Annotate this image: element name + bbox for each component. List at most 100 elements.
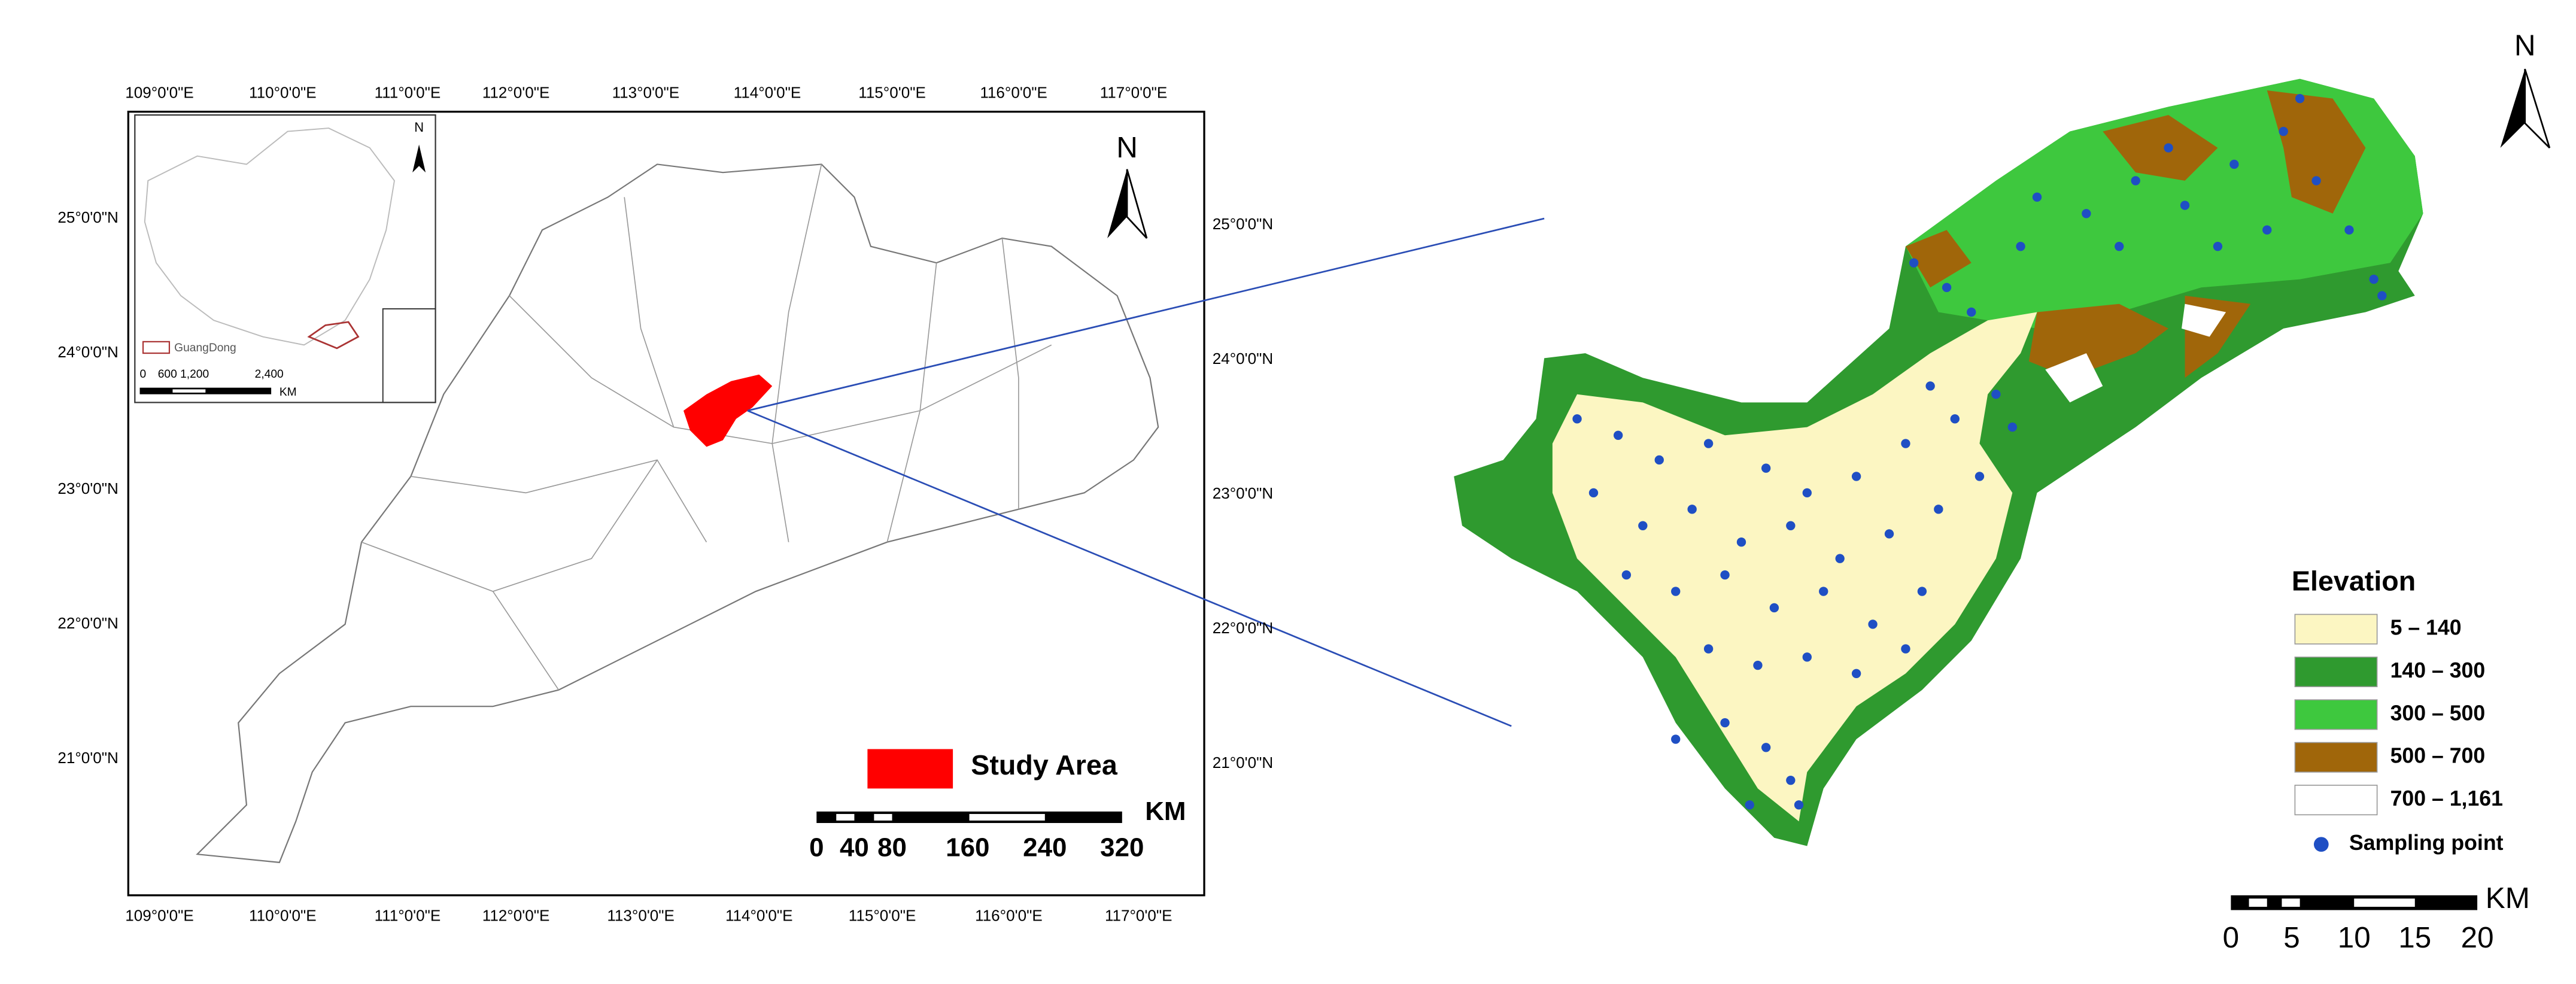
legend-label: 300 – 500 [2390, 701, 2486, 725]
scale-bar [2231, 895, 2478, 910]
sampling-point [1868, 619, 1878, 629]
sampling-point [2311, 176, 2321, 186]
sampling-point [2344, 225, 2354, 235]
latitude-label: 22°0'0"N [57, 614, 118, 632]
legend-label: 140 – 300 [2390, 658, 2486, 682]
scale-label: 5 [2283, 921, 2299, 954]
latitude-label: 23°0'0"N [1213, 484, 1273, 502]
sampling-point [1720, 718, 1730, 728]
sampling-point [1720, 570, 1730, 580]
sampling-point [1786, 775, 1796, 785]
sampling-point [1745, 800, 1754, 810]
latitude-label: 22°0'0"N [1213, 619, 1273, 637]
inset-sub-frame [382, 308, 436, 403]
sampling-point [1572, 414, 1582, 424]
longitude-label: 115°0'0"E [858, 83, 926, 101]
sampling-point [1671, 587, 1681, 596]
sampling-point [2180, 201, 2190, 210]
longitude-label: 109°0'0"E [125, 906, 194, 924]
legend-label: 500 – 700 [2390, 744, 2486, 768]
sampling-point [1851, 472, 1861, 481]
sampling-point [1909, 258, 1919, 268]
inset-north-arrow [412, 144, 426, 173]
sampling-point [1851, 669, 1861, 678]
study-area [683, 374, 773, 447]
north-label: N [1116, 131, 1138, 164]
scale-label: 240 [1023, 833, 1067, 862]
north-arrow [2524, 68, 2551, 148]
legend-title: Elevation [2292, 566, 2416, 597]
sampling-point [2279, 126, 2288, 136]
longitude-label: 111°0'0"E [375, 83, 441, 101]
sampling-point [1687, 505, 1697, 514]
map-frame [127, 110, 1205, 897]
scale-label: 160 [946, 833, 989, 862]
sampling-point [2164, 143, 2173, 153]
sampling-point [1753, 660, 1763, 670]
sampling-point [1613, 430, 1623, 440]
sampling-point [1950, 414, 1960, 424]
elevation-zone [1905, 90, 2366, 378]
north-label: N [2514, 29, 2536, 62]
latitude-label: 21°0'0"N [1213, 754, 1273, 772]
sampling-point [2032, 192, 2042, 202]
scale-label: 40 [840, 833, 869, 862]
inset-china [144, 127, 395, 346]
sampling-point [1638, 521, 1648, 530]
legend-swatch [2294, 614, 2378, 645]
scale-unit: KM [2486, 882, 2530, 915]
latitude-label: 24°0'0"N [57, 343, 118, 361]
scale-label: 20 [2461, 921, 2494, 954]
latitude-label: 23°0'0"N [57, 479, 118, 497]
sampling-point [2262, 225, 2272, 235]
sampling-point [1769, 603, 1779, 613]
latitude-label: 25°0'0"N [1213, 215, 1273, 233]
longitude-label: 109°0'0"E [125, 83, 194, 101]
sampling-point [2213, 242, 2223, 251]
longitude-label: 115°0'0"E [849, 906, 916, 924]
sampling-point [1761, 463, 1771, 473]
longitude-label: 110°0'0"E [249, 906, 317, 924]
arrow [747, 409, 1512, 727]
sampling-point [2369, 274, 2378, 284]
sampling-point [1934, 505, 1943, 514]
inset-scale-label: 600 1,200 [158, 368, 209, 381]
sampling-point [2016, 242, 2025, 251]
scale-label: 80 [877, 833, 907, 862]
sampling-point [1794, 800, 1804, 810]
sampling-point [1786, 521, 1796, 530]
sampling-point [1588, 488, 1599, 498]
inset-frame [134, 114, 436, 403]
elevation-map [1454, 78, 2423, 846]
sampling-point [1967, 307, 1976, 317]
longitude-label: 114°0'0"E [725, 906, 793, 924]
scale-unit: KM [1145, 797, 1186, 826]
scale-label: 15 [2398, 921, 2431, 954]
longitude-label: 113°0'0"E [612, 83, 680, 101]
sampling-point [1802, 488, 1812, 498]
inset-scale-unit: KM [280, 386, 297, 399]
longitude-label: 111°0'0"E [375, 906, 441, 924]
scale-bar [816, 811, 1122, 824]
sampling-point [1917, 587, 1927, 596]
legend-label: 700 – 1,161 [2390, 786, 2503, 810]
legend-label: Sampling point [2349, 831, 2504, 855]
longitude-label: 112°0'0"E [482, 906, 550, 924]
latitude-label: 24°0'0"N [1213, 350, 1273, 368]
inset-guangdong [307, 321, 360, 350]
sampling-point [1703, 644, 1714, 654]
sampling-point [2115, 242, 2124, 251]
scale-label: 0 [809, 833, 824, 862]
sampling-point [1942, 283, 1952, 292]
sampling-point [1925, 381, 1935, 391]
longitude-label: 114°0'0"E [734, 83, 801, 101]
longitude-label: 117°0'0"E [1100, 83, 1168, 101]
sampling-point [2007, 422, 2018, 432]
sampling-point [1802, 652, 1812, 662]
elevation-zone [2045, 303, 2226, 403]
sampling-point [1621, 570, 1632, 580]
longitude-label: 116°0'0"E [980, 83, 1047, 101]
sampling-point [1703, 439, 1714, 448]
inset-scale-bar [139, 387, 272, 394]
